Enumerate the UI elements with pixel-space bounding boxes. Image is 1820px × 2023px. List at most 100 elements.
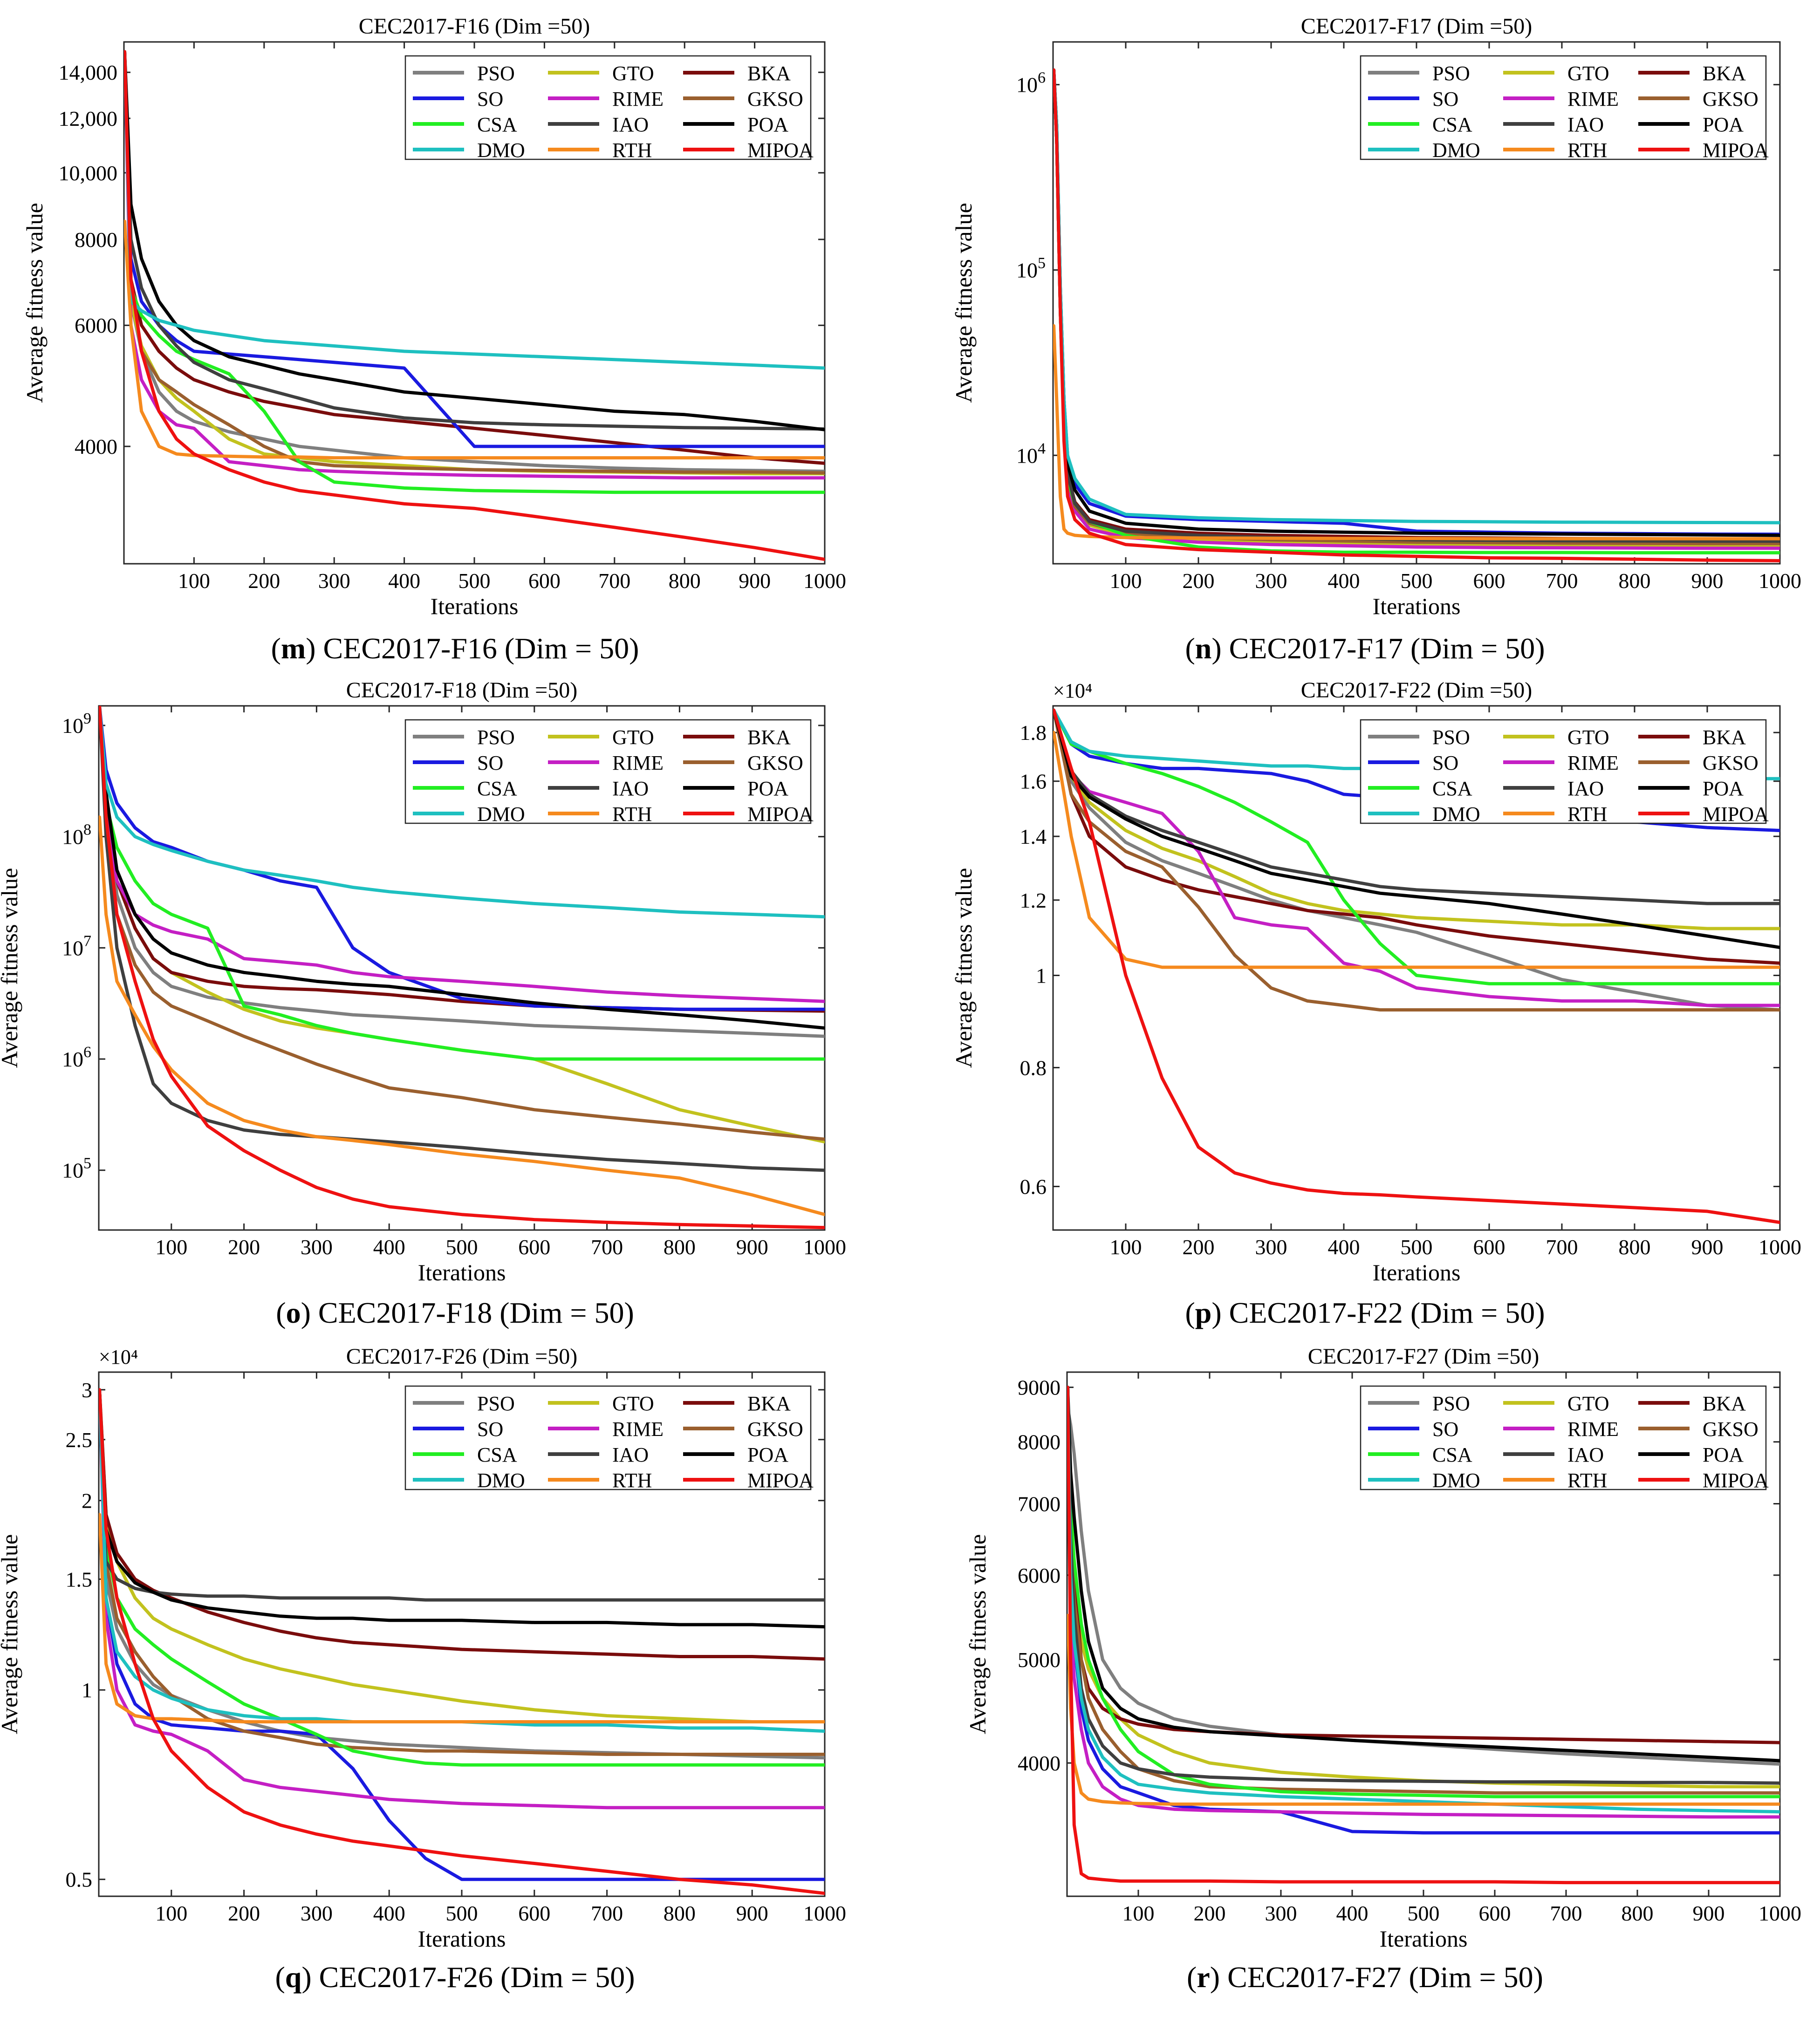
legend-box: [1360, 1385, 1767, 1490]
y-tick-base: 10: [62, 714, 83, 738]
series-line-iao: [124, 50, 825, 431]
series-line-rth: [99, 1513, 825, 1723]
caption-text: CEC2017-F22 (Dim = 50): [1229, 1296, 1545, 1329]
y-tick-label: 6000: [75, 314, 117, 337]
legend-label-rth: RTH: [1567, 139, 1607, 162]
x-axis-label: Iterations: [1380, 1926, 1468, 1952]
y-tick-base: 10: [1016, 258, 1038, 282]
legend-label-bka: BKA: [1703, 62, 1746, 85]
y-tick-label: 105: [62, 1155, 91, 1182]
x-tick-label: 900: [1693, 1901, 1725, 1925]
x-tick-label: 200: [1183, 569, 1215, 593]
legend-label-gto: GTO: [1567, 62, 1609, 85]
y-tick-label: 9000: [1018, 1376, 1061, 1400]
series-line-csa: [99, 1388, 825, 1767]
x-axis-label: Iterations: [418, 1926, 506, 1952]
legend-label-rth: RTH: [612, 1469, 652, 1492]
chart-3: CEC2017-F18 (Dim =50) 100 200 300 400 500 600 7…: [0, 678, 846, 1285]
x-tick-label: 600: [518, 1235, 550, 1259]
legend-label-gto: GTO: [1567, 726, 1609, 749]
legend-label-bka: BKA: [1703, 726, 1746, 749]
legend-label-mipoa: MIPOA: [747, 139, 814, 162]
legend-label-csa: CSA: [477, 113, 517, 136]
series-line-mipoa: [1053, 68, 1780, 562]
x-tick-label: 100: [1110, 1235, 1142, 1259]
series-line-poa: [124, 50, 825, 431]
legend-label-iao: IAO: [612, 113, 649, 136]
caption-letter: m: [281, 632, 306, 665]
caption-text: CEC2017-F16 (Dim = 50): [323, 632, 639, 665]
series-line-bka: [1053, 708, 1780, 965]
legend-label-so: SO: [1432, 1418, 1458, 1441]
x-tick-label: 500: [446, 1235, 478, 1259]
y-tick-base: 10: [62, 1159, 83, 1182]
series-line-pso: [99, 706, 825, 1038]
series-line-gkso: [99, 1388, 825, 1756]
x-tick-label: 800: [669, 569, 701, 593]
y-tick-label: 3: [82, 1378, 92, 1402]
legend-label-mipoa: MIPOA: [1703, 139, 1769, 162]
legend-label-gkso: GKSO: [747, 1418, 803, 1441]
series-line-mipoa: [1053, 708, 1780, 1224]
legend-label-dmo: DMO: [477, 139, 525, 162]
x-tick-label: 500: [1401, 1235, 1433, 1259]
legend-label-rime: RIME: [612, 1418, 664, 1441]
chart-title: CEC2017-F16 (Dim =50): [359, 14, 590, 39]
legend-label-bka: BKA: [747, 62, 791, 85]
series-line-gto: [1053, 708, 1780, 930]
series-line-poa: [99, 706, 825, 1030]
x-tick-label: 300: [1255, 569, 1287, 593]
chart-1: CEC2017-F16 (Dim =50) 100 200 300 400 500 600 7…: [21, 14, 846, 619]
legend-label-rth: RTH: [612, 803, 652, 826]
legend-label-gto: GTO: [612, 1392, 654, 1415]
y-tick-label: 109: [62, 710, 91, 738]
caption-n: (n) CEC2017-F17 (Dim = 50): [1185, 632, 1545, 665]
legend-label-iao: IAO: [612, 1443, 649, 1466]
legend-label-mipoa: MIPOA: [747, 1469, 814, 1492]
legend-label-gkso: GKSO: [1703, 1418, 1758, 1441]
caption-r: (r) CEC2017-F27 (Dim = 50): [1187, 1961, 1543, 1994]
series-line-so: [99, 706, 825, 1011]
y-tick-exponent: 6: [83, 1044, 91, 1061]
x-tick-label: 400: [1328, 569, 1360, 593]
x-tick-label: 700: [1546, 569, 1578, 593]
legend-box: [404, 1385, 812, 1490]
y-tick-label: 1.5: [66, 1567, 93, 1591]
chart-6: CEC2017-F27 (Dim =50) 100 200 300 400 500 600 7…: [965, 1344, 1801, 1952]
legend-label-pso: PSO: [1432, 62, 1470, 85]
series-line-csa: [1053, 708, 1780, 985]
legend-label-rth: RTH: [1567, 803, 1607, 826]
series-line-iao: [1053, 708, 1780, 905]
series-line-rth: [1053, 731, 1780, 969]
y-tick-base: 10: [62, 936, 83, 960]
series-line-rth: [1053, 324, 1780, 540]
series-line-rth: [99, 815, 825, 1217]
series-line-dmo: [124, 50, 825, 370]
series-line-iao: [99, 1388, 825, 1602]
legend-label-gkso: GKSO: [1703, 752, 1758, 774]
legend-label-pso: PSO: [477, 726, 515, 749]
y-tick-label: 106: [1016, 69, 1046, 97]
series-line-rime: [1067, 1386, 1780, 1819]
x-tick-label: 300: [1265, 1901, 1297, 1925]
y-tick-label: 105: [1016, 254, 1046, 282]
legend-label-so: SO: [1432, 88, 1458, 110]
legend-label-poa: POA: [1703, 1443, 1744, 1466]
y-tick-label: 1: [82, 1678, 92, 1702]
caption-letter: q: [285, 1961, 302, 1994]
x-tick-label: 600: [1479, 1901, 1511, 1925]
chart-2: CEC2017-F17 (Dim =50) 100 200 300 400 500 600 7…: [951, 14, 1801, 619]
legend-label-csa: CSA: [1432, 777, 1472, 800]
caption-text: CEC2017-F17 (Dim = 50): [1229, 632, 1545, 665]
y-tick-exponent: 7: [83, 932, 91, 950]
x-tick-label: 900: [736, 1901, 768, 1925]
x-tick-label: 500: [458, 569, 491, 593]
series-line-mipoa: [99, 1388, 825, 1895]
caption-m: (m) CEC2017-F16 (Dim = 50): [271, 632, 639, 665]
x-tick-label: 400: [1328, 1235, 1360, 1259]
series-line-gkso: [1067, 1386, 1780, 1795]
y-tick-label: 106: [62, 1044, 91, 1071]
x-tick-label: 700: [591, 1901, 623, 1925]
series-line-pso: [124, 50, 825, 473]
series-line-rth: [124, 219, 825, 460]
